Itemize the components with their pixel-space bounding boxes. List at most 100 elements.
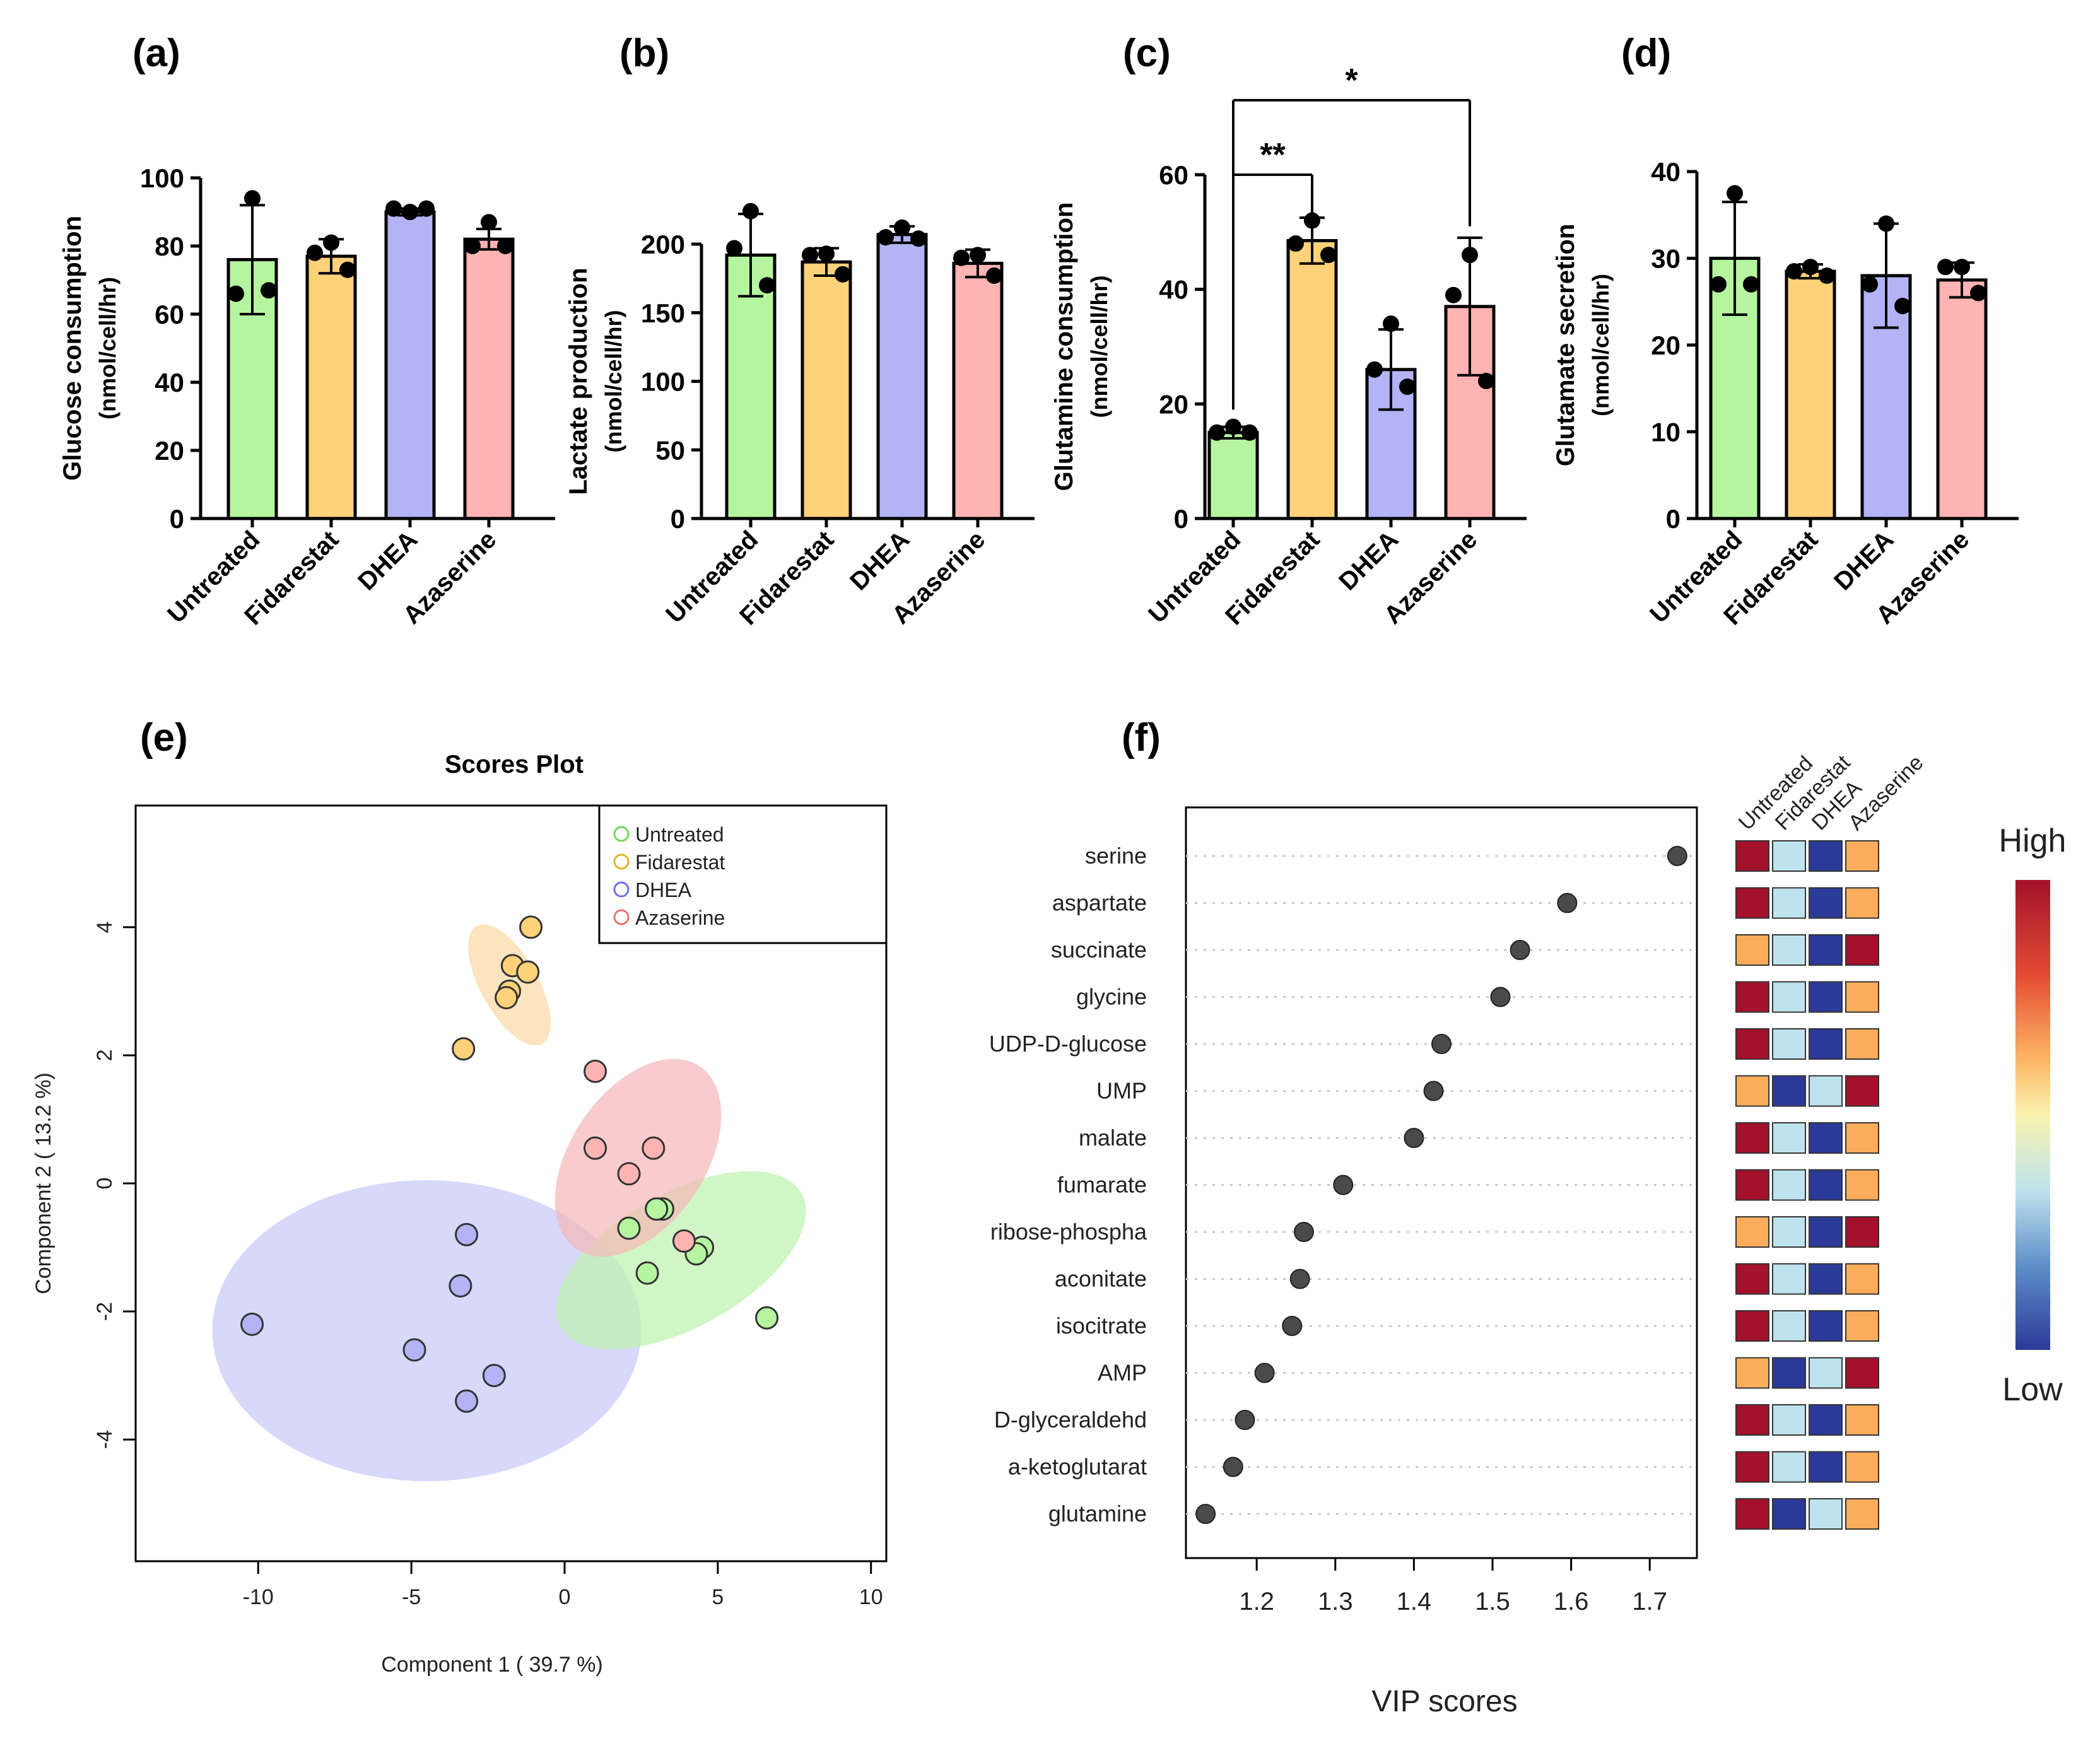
vip-point bbox=[1293, 1222, 1314, 1242]
x-tick-label: -5 bbox=[402, 1585, 421, 1609]
significance-label: ** bbox=[1260, 137, 1286, 173]
heatmap-cell bbox=[1735, 1216, 1769, 1248]
data-point bbox=[307, 244, 323, 261]
data-point bbox=[1862, 276, 1878, 293]
heatmap-cell bbox=[1809, 934, 1843, 966]
metabolite-label: glutamine bbox=[1048, 1501, 1147, 1527]
y-tick-label: 0 bbox=[1666, 504, 1681, 534]
data-point bbox=[1209, 424, 1225, 441]
y-tick-label: 80 bbox=[155, 232, 184, 261]
data-point bbox=[1954, 259, 1970, 276]
bar-azaserine bbox=[1936, 278, 1988, 520]
x-tick-label: -10 bbox=[243, 1585, 274, 1609]
scores-plot: Scores Plot -10 -5 0 5 10 -4 -2 0 2 4 Component 1 (… bbox=[32, 751, 888, 1677]
y-tick-label: 150 bbox=[641, 298, 685, 328]
vip-scores-plot: serine aspartate succinate glycine UDP-D-glu… bbox=[989, 750, 2067, 1718]
x-tick-label: DHEA bbox=[353, 525, 423, 595]
heatmap-cell bbox=[1809, 1028, 1843, 1060]
data-point bbox=[726, 240, 742, 257]
heatmap-cell bbox=[1809, 887, 1843, 919]
metabolite-label: AMP bbox=[1098, 1360, 1147, 1386]
legend-label: DHEA bbox=[635, 879, 692, 901]
confidence-ellipse-dhea bbox=[212, 1180, 642, 1482]
scores-plot-title: Scores Plot bbox=[445, 751, 584, 778]
legend-marker bbox=[613, 826, 630, 842]
score-point-untreated bbox=[617, 1216, 641, 1240]
legend-marker bbox=[613, 853, 630, 870]
metabolite-label: serine bbox=[1085, 843, 1147, 869]
heatmap-cell bbox=[1735, 840, 1769, 872]
panel-label-e: (e) bbox=[140, 716, 188, 759]
vip-point bbox=[1423, 1081, 1444, 1101]
legend-label: Fidarestat bbox=[635, 851, 725, 874]
metabolite-label: D-glyceraldehd bbox=[994, 1407, 1147, 1433]
bar-dhea bbox=[384, 210, 436, 520]
vip-point bbox=[1254, 1363, 1275, 1383]
vip-point bbox=[1490, 987, 1511, 1007]
heatmap-cell bbox=[1809, 981, 1843, 1013]
legend-label: Azaserine bbox=[635, 906, 725, 929]
data-point bbox=[802, 247, 818, 264]
bar-azaserine bbox=[952, 261, 1004, 520]
data-point bbox=[481, 214, 497, 231]
y-axis-title: Glucose consumption bbox=[59, 216, 86, 481]
data-point bbox=[1970, 284, 1986, 302]
heatmap-cell bbox=[1845, 1451, 1879, 1483]
data-point bbox=[464, 238, 481, 254]
score-point-azaserine bbox=[617, 1162, 641, 1186]
data-point bbox=[418, 200, 435, 217]
bar-untreated bbox=[1207, 431, 1259, 520]
heatmap-cell bbox=[1772, 1498, 1806, 1530]
data-point bbox=[953, 249, 970, 266]
heatmap-cell bbox=[1809, 1357, 1843, 1389]
score-point-fidarestat bbox=[495, 986, 519, 1010]
data-point bbox=[1894, 298, 1911, 315]
significance-label: * bbox=[1345, 62, 1358, 99]
x-tick-label: 1.3 bbox=[1318, 1588, 1353, 1615]
y-tick-label: 30 bbox=[1651, 244, 1681, 274]
data-point bbox=[877, 229, 894, 246]
x-axis-title: VIP scores bbox=[1371, 1685, 1517, 1718]
heatmap-cell bbox=[1845, 1216, 1879, 1248]
heatmap-cell bbox=[1809, 1169, 1843, 1201]
y-tick-label: 60 bbox=[155, 300, 184, 329]
data-point bbox=[1937, 259, 1954, 276]
heatmap-cell bbox=[1735, 1075, 1769, 1107]
data-point bbox=[228, 285, 244, 302]
bar-fidarestat bbox=[801, 260, 852, 520]
heatmap-cell bbox=[1845, 887, 1879, 919]
y-tick-label: 10 bbox=[1651, 418, 1681, 447]
heatmap-cell bbox=[1772, 934, 1806, 966]
bar-fidarestat bbox=[305, 254, 357, 520]
vip-point bbox=[1510, 940, 1530, 960]
heatmap-cell bbox=[1845, 1028, 1879, 1060]
heatmap-cell bbox=[1772, 1028, 1806, 1060]
data-point bbox=[818, 245, 835, 262]
heatmap-cell bbox=[1772, 1169, 1806, 1201]
vip-point bbox=[1282, 1316, 1303, 1336]
y-tick-label: 50 bbox=[655, 435, 685, 465]
data-point bbox=[910, 230, 927, 247]
panel-label-f: (f) bbox=[1122, 716, 1161, 759]
data-point bbox=[1878, 215, 1894, 232]
data-point bbox=[244, 190, 261, 207]
y-tick-label: -2 bbox=[93, 1302, 117, 1321]
y-axis-unit: (nmol/cell/hr) bbox=[601, 310, 626, 452]
plot-frame bbox=[1185, 806, 1698, 1559]
data-point bbox=[1366, 361, 1383, 378]
vip-point bbox=[1223, 1457, 1243, 1477]
bar-fidarestat bbox=[1785, 269, 1836, 520]
x-tick-label: 10 bbox=[859, 1585, 883, 1609]
data-point bbox=[1786, 263, 1802, 280]
heatmap-cell bbox=[1809, 1498, 1843, 1530]
y-tick-label: 4 bbox=[93, 921, 117, 933]
x-tick-label: 1.2 bbox=[1239, 1588, 1274, 1615]
metabolite-label: aconitate bbox=[1055, 1266, 1147, 1292]
y-tick-label: 2 bbox=[93, 1049, 117, 1061]
y-tick-label: 40 bbox=[1159, 275, 1188, 305]
score-point-dhea bbox=[449, 1274, 472, 1298]
heatmap-cell bbox=[1772, 1216, 1806, 1248]
heatmap-cell bbox=[1809, 840, 1843, 872]
y-tick-label: 20 bbox=[155, 436, 184, 466]
x-tick-label: 1.6 bbox=[1554, 1588, 1589, 1615]
